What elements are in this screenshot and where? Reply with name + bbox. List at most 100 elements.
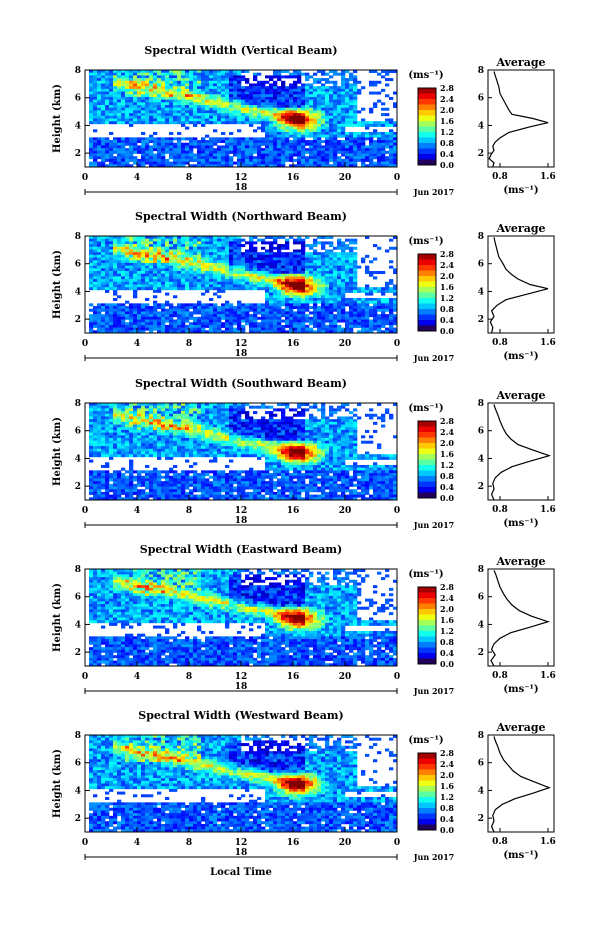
heatmap-cell (89, 478, 94, 482)
heatmap-cell (209, 314, 214, 318)
heatmap-cell (161, 241, 166, 245)
heatmap-cell (337, 297, 342, 301)
heatmap-cell (117, 413, 122, 417)
heatmap-cell (281, 284, 286, 288)
heatmap-cell (265, 303, 270, 307)
heatmap-cell (293, 316, 298, 320)
heatmap-cell (201, 249, 206, 253)
heatmap-cell (133, 265, 138, 269)
heatmap-cell (369, 300, 374, 304)
heatmap-cell (117, 110, 122, 114)
heatmap-cell (129, 96, 134, 100)
heatmap-cell (277, 236, 282, 239)
heatmap-cell (289, 102, 294, 106)
heatmap-cell (229, 80, 234, 84)
heatmap-cell (321, 131, 326, 135)
heatmap-cell (173, 284, 178, 288)
profile-title: Average (495, 222, 545, 235)
heatmap-cell (345, 284, 350, 288)
heatmap-cell (101, 419, 106, 423)
heatmap-cell (101, 252, 106, 256)
heatmap-cell (153, 107, 158, 111)
heatmap-cell (141, 118, 146, 122)
heatmap-cell (369, 289, 374, 293)
heatmap-cell (133, 306, 138, 310)
heatmap-cell (301, 91, 306, 95)
heatmap-cell (197, 102, 202, 106)
heatmap-cell (245, 262, 250, 266)
heatmap-cell (237, 316, 242, 320)
heatmap-cell (385, 137, 390, 141)
heatmap-cell (337, 142, 342, 146)
heatmap-cell (109, 241, 114, 245)
heatmap-cell (97, 443, 102, 447)
heatmap-cell (341, 145, 346, 149)
heatmap-cell (385, 316, 390, 320)
heatmap-cell (109, 91, 114, 95)
heatmap-cell (321, 115, 326, 119)
heatmap-cell (105, 236, 110, 239)
heatmap-cell (153, 161, 158, 165)
heatmap-cell (133, 271, 138, 275)
heatmap-cell (113, 140, 118, 144)
heatmap-cell (125, 443, 130, 447)
heatmap-cell (265, 311, 270, 315)
heatmap-cell (205, 265, 210, 269)
heatmap-cell (133, 113, 138, 117)
heatmap-cell (317, 260, 322, 264)
heatmap-cell (373, 150, 378, 154)
heatmap-cell (349, 86, 354, 90)
heatmap-cell (261, 156, 266, 160)
heatmap-cell (305, 131, 310, 135)
heatmap-cell (221, 308, 226, 312)
heatmap-cell (101, 238, 106, 242)
heatmap-cell (317, 292, 322, 296)
heatmap-cell (89, 153, 94, 157)
heatmap-cell (117, 99, 122, 103)
heatmap-cell (201, 102, 206, 106)
heatmap-cell (89, 72, 94, 76)
heatmap-cell (165, 262, 170, 266)
heatmap-cell (357, 153, 362, 157)
heatmap-cell (361, 257, 366, 261)
heatmap-cell (329, 279, 334, 283)
heatmap-cell (373, 156, 378, 160)
heatmap-cell (209, 150, 214, 154)
heatmap-cell (137, 70, 142, 73)
heatmap-cell (285, 107, 290, 111)
heatmap-cell (133, 137, 138, 141)
heatmap-cell (185, 99, 190, 103)
heatmap-cell (209, 156, 214, 160)
heatmap-cell (177, 254, 182, 258)
heatmap-cell (305, 113, 310, 117)
heatmap-cell (145, 96, 150, 100)
heatmap-cell (117, 86, 122, 90)
heatmap-cell (193, 83, 198, 87)
heatmap-cell (169, 164, 174, 168)
heatmap-cell (249, 107, 254, 111)
heatmap-cell (217, 284, 222, 288)
heatmap-cell (245, 249, 250, 253)
heatmap-cell (293, 300, 298, 304)
heatmap-cell (93, 281, 98, 285)
heatmap-cell (277, 121, 282, 125)
heatmap-cell (217, 107, 222, 111)
heatmap-cell (93, 158, 98, 162)
heatmap-cell (225, 268, 230, 272)
heatmap-cell (125, 440, 130, 444)
heatmap-cell (249, 236, 254, 239)
heatmap-cell (217, 113, 222, 117)
heatmap-cell (89, 419, 94, 423)
heatmap-cell (125, 156, 130, 160)
heatmap-cell (313, 314, 318, 318)
heatmap-cell (273, 322, 278, 326)
heatmap-cell (313, 99, 318, 103)
heatmap-cell (137, 268, 142, 272)
heatmap-cell (97, 470, 102, 474)
heatmap-cell (353, 238, 358, 242)
heatmap-cell (97, 115, 102, 119)
heatmap-cell (129, 330, 134, 334)
heatmap-cell (125, 403, 130, 406)
heatmap-cell (329, 268, 334, 272)
heatmap-cell (137, 72, 142, 76)
